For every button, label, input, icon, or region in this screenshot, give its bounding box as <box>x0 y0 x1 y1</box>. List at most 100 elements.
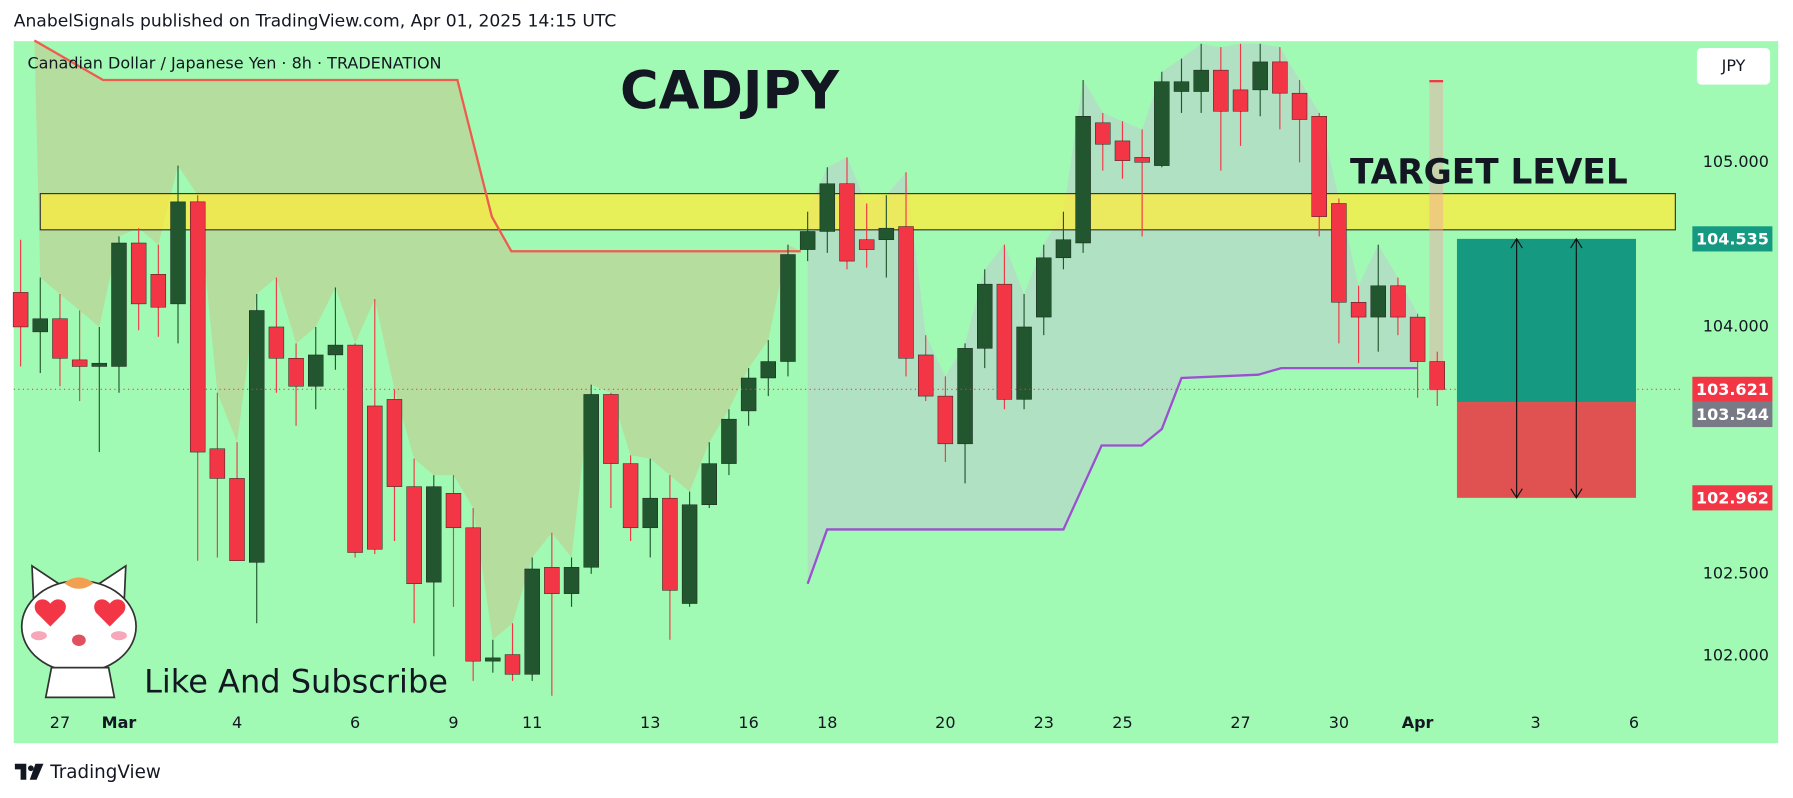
publish-header: AnabelSignals published on TradingView.c… <box>14 12 617 32</box>
front-layer: 102.000 102.500 104.000 105.000 27 Mar 4 6 9 11 13… <box>13 152 1773 732</box>
candle-body <box>603 394 619 464</box>
candle-body <box>957 348 973 445</box>
x-tick-label: 13 <box>640 713 660 732</box>
candle-body <box>1350 302 1367 318</box>
x-tick-label: 6 <box>1629 713 1639 732</box>
x-tick-label: 16 <box>738 713 758 732</box>
candle-body <box>917 354 934 397</box>
candle-body <box>1291 92 1308 120</box>
indicator-line <box>33 39 801 253</box>
candle-body <box>681 504 698 604</box>
price-tag-label: 103.621 <box>1696 380 1769 399</box>
price-tag-label: 104.535 <box>1696 230 1769 249</box>
candle-body <box>799 231 816 250</box>
shaded-area <box>34 40 801 640</box>
candle-body <box>327 344 344 356</box>
candle-body <box>858 239 875 250</box>
candle-body <box>1173 81 1190 92</box>
candle-body <box>622 463 639 529</box>
price-tag <box>1692 376 1773 402</box>
candle-body <box>1154 81 1170 166</box>
price-tag-label: 102.962 <box>1696 488 1769 507</box>
candle-body <box>1193 69 1209 92</box>
candle-body <box>583 394 599 568</box>
candle-body <box>1055 239 1072 259</box>
arrow-head <box>1510 237 1523 499</box>
x-tick-label: 9 <box>448 713 458 732</box>
candle-body <box>445 493 462 529</box>
candle-body <box>170 201 186 305</box>
x-tick-label: 25 <box>1112 713 1132 732</box>
candle-body <box>740 377 757 412</box>
candle-body <box>1134 157 1150 163</box>
x-tick-label: 23 <box>1034 713 1054 732</box>
y-tick-label: 102.500 <box>1703 563 1769 582</box>
candle-body <box>996 283 1013 400</box>
candle-body <box>91 362 108 367</box>
candle-body <box>642 497 658 529</box>
x-tick-label: 18 <box>817 713 837 732</box>
candle-body <box>839 183 855 262</box>
candle-body <box>1114 140 1131 161</box>
chart-title: CADJPY <box>620 60 840 121</box>
x-tick-label: 4 <box>232 713 242 732</box>
x-tick-label: 27 <box>1230 713 1250 732</box>
candle-body <box>426 486 442 583</box>
candle-body <box>504 654 521 675</box>
candle-body <box>229 478 245 561</box>
candle-body <box>1331 203 1347 303</box>
candle-body <box>1429 361 1445 390</box>
candle-body <box>780 254 796 362</box>
candle-body <box>347 344 363 553</box>
tradingview-logo <box>14 763 44 780</box>
candle-body <box>485 657 501 662</box>
x-tick-label: Mar <box>102 713 137 732</box>
candle-body <box>701 463 717 505</box>
footer-brand: TradingView <box>49 762 161 783</box>
candle-body <box>1311 116 1327 217</box>
shaded-area <box>807 43 1418 584</box>
candle-body <box>1095 122 1111 145</box>
price-tag-label: 103.544 <box>1696 405 1769 424</box>
candle-body <box>1075 116 1091 244</box>
price-tag <box>1692 485 1773 511</box>
candle-body <box>563 567 580 594</box>
chart-subtitle: Canadian Dollar / Japanese Yen · 8h · TR… <box>27 54 441 73</box>
candle-body <box>544 567 560 594</box>
candle-body <box>367 405 383 550</box>
candle-body <box>1390 285 1406 318</box>
indicator-line <box>806 366 1418 585</box>
candle-body <box>130 242 147 305</box>
candle-body <box>1016 326 1032 400</box>
candle-body <box>1036 257 1052 318</box>
candle-body <box>386 399 403 487</box>
candle-body <box>760 361 776 379</box>
x-tick-label: 30 <box>1329 713 1349 732</box>
resistance-zone <box>39 193 1676 231</box>
candle-body <box>71 359 88 367</box>
candle-body <box>32 318 48 333</box>
price-tag <box>1692 401 1773 428</box>
candle-body <box>819 183 836 232</box>
candle-body <box>1213 69 1229 112</box>
arrow-head <box>1570 237 1583 499</box>
back-layer <box>33 39 1676 640</box>
candle-body <box>209 448 226 479</box>
candles <box>12 43 1445 696</box>
candle-body <box>150 274 167 308</box>
target-annotation: TARGET LEVEL <box>1350 152 1628 192</box>
candle-body <box>1370 285 1386 318</box>
candle-body <box>1232 89 1249 112</box>
candle-body <box>111 242 127 367</box>
currency-box[interactable] <box>1696 48 1771 85</box>
candle-body <box>977 283 993 349</box>
currency-label: JPY <box>1721 56 1746 75</box>
x-tick-label: 11 <box>522 713 542 732</box>
candle-body <box>524 568 540 675</box>
profit-zone <box>1456 238 1637 403</box>
candle-body <box>1272 61 1288 94</box>
candle-body <box>662 497 678 591</box>
x-tick-label: 3 <box>1531 713 1541 732</box>
y-tick-label: 104.000 <box>1703 316 1769 335</box>
